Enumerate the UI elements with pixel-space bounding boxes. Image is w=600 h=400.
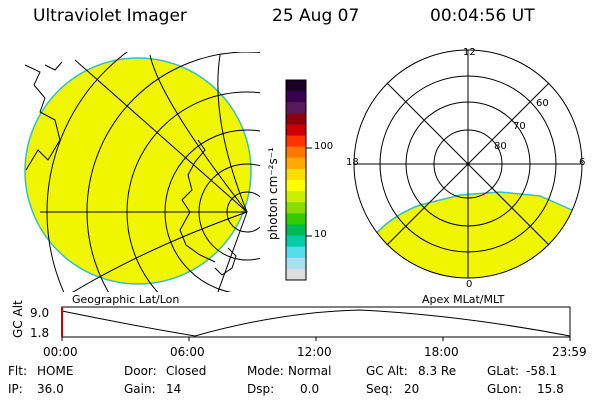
colorbar-stripe — [286, 113, 306, 125]
polar-grid — [353, 49, 583, 279]
xtick-0600: 06:00 — [170, 345, 205, 359]
right-panel-caption: Apex MLat/MLT — [422, 293, 505, 306]
mlat-label-70: 70 — [513, 121, 526, 132]
status-glon-value: 15.8 — [537, 382, 564, 396]
status-mode-value: Normal — [288, 364, 332, 378]
xtick-2359: 23:59 — [552, 345, 587, 359]
colorbar-stripe — [286, 146, 306, 159]
xtick-1200: 12:00 — [297, 345, 332, 359]
status-flt-value: HOME — [37, 364, 74, 378]
current-time-marker — [61, 307, 63, 337]
colorbar-stripe — [286, 268, 306, 281]
status-dsp-value: 0.0 — [300, 382, 320, 396]
colorbar-stripe — [286, 224, 306, 237]
status-gain-label: Gain: — [124, 382, 156, 396]
time-label: 00:04:56 UT — [430, 6, 535, 26]
status-gain-value: 14 — [166, 382, 182, 396]
xtick-0000: 00:00 — [43, 345, 78, 359]
altitude-ytick-max: 9.0 — [30, 306, 50, 320]
colorbar-stripe — [286, 91, 306, 103]
status-flt-label: Flt: — [8, 364, 27, 378]
earth-disk — [24, 57, 252, 285]
status-glat-value: -58.1 — [526, 364, 558, 378]
mlat-label-80: 80 — [494, 141, 507, 152]
colorbar-stripe — [286, 246, 306, 259]
coastlines — [24, 61, 237, 276]
status-ip-value: 36.0 — [37, 382, 64, 396]
status-dsp-label: Dsp: — [247, 382, 275, 396]
status-glat-label: GLat: — [487, 364, 520, 378]
status-glon-label: GLon: — [487, 382, 522, 396]
colorbar-tick-100: 100 — [314, 141, 334, 152]
colorbar-stripe — [286, 102, 306, 114]
colorbar-stripe — [286, 180, 306, 192]
colorbar-stripe — [286, 135, 306, 148]
x-ticks — [61, 337, 571, 341]
colorbar-stripe — [286, 202, 306, 214]
left-panel-caption: Geographic Lat/Lon — [72, 293, 180, 306]
date-label: 25 Aug 07 — [272, 6, 360, 26]
mlt-label-12: 12 — [463, 47, 476, 58]
instrument-title: Ultraviolet Imager — [33, 6, 187, 26]
colorbar-stripe — [286, 235, 306, 248]
colorbar-stripe — [286, 168, 306, 181]
colorbar-stripe — [286, 157, 306, 170]
status-seq-label: Seq: — [366, 382, 393, 396]
status-door-label: Door: — [124, 364, 157, 378]
xtick-1800: 18:00 — [424, 345, 459, 359]
colorbar-stripe — [286, 257, 306, 270]
status-gcalt-value: 8.3 Re — [418, 364, 457, 378]
status-seq-value: 20 — [404, 382, 420, 396]
colorbar-tick-10: 10 — [314, 229, 327, 240]
status-door-value: Closed — [166, 364, 207, 378]
lon-grid — [40, 54, 248, 292]
mlt-label-18: 18 — [346, 157, 359, 168]
status-ip-label: IP: — [8, 382, 23, 396]
colorbar-stripe — [286, 124, 306, 137]
mlt-label-0: 0 — [466, 279, 473, 290]
colorbar-stripe — [286, 80, 306, 92]
status-mode-label: Mode: — [247, 364, 284, 378]
altitude-curve — [61, 309, 571, 337]
mlat-label-60: 60 — [536, 98, 549, 109]
status-gcalt-label: GC Alt: — [366, 364, 408, 378]
altitude-ylabel: GC Alt — [11, 300, 25, 338]
mlt-label-6: 6 — [579, 157, 586, 168]
colorbar-stripe — [286, 191, 306, 203]
colorbar-stripe — [286, 213, 306, 225]
altitude-ytick-min: 1.8 — [30, 326, 50, 340]
